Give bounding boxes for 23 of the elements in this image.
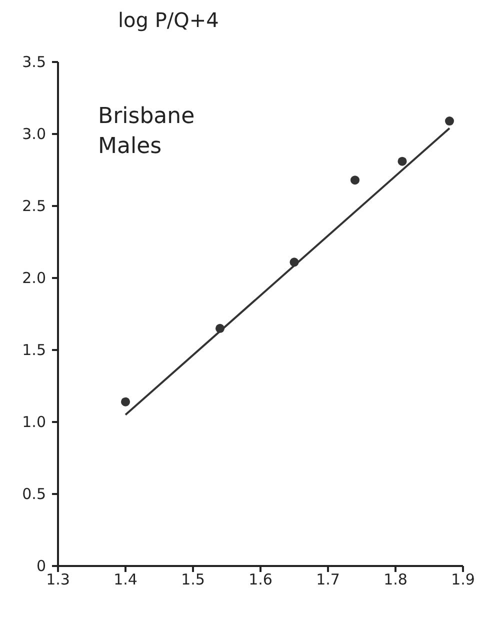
x-tick-label: 1.8 bbox=[384, 570, 408, 589]
y-tick-label: 1.5 bbox=[22, 341, 46, 359]
x-tick-label: 1.4 bbox=[114, 570, 138, 589]
y-tick-label: 0.5 bbox=[22, 485, 46, 503]
point bbox=[120, 397, 130, 406]
point bbox=[444, 116, 454, 126]
point bbox=[290, 258, 299, 267]
x-tick-label: 1.9 bbox=[451, 570, 475, 589]
y-tick-label: 1.0 bbox=[22, 413, 46, 431]
y-tick-label: 3.0 bbox=[22, 125, 46, 143]
annotation: Brisbane Males bbox=[98, 103, 196, 161]
x-tick-label: 1.6 bbox=[248, 570, 272, 589]
point bbox=[215, 324, 225, 333]
y-tick-label: 2.0 bbox=[22, 269, 46, 287]
y-tick-label: 2.5 bbox=[22, 197, 46, 215]
x-tick-label: 1.3 bbox=[46, 570, 70, 589]
point bbox=[398, 156, 407, 166]
x-tick-label: 1.5 bbox=[181, 570, 205, 589]
y-tick-label: 0 bbox=[36, 557, 46, 575]
y-axis-title: log P/Q+4 bbox=[117, 8, 220, 34]
y-tick-label: 3.5 bbox=[22, 53, 46, 71]
x-tick-label: 1.7 bbox=[316, 570, 340, 589]
point bbox=[350, 176, 360, 185]
